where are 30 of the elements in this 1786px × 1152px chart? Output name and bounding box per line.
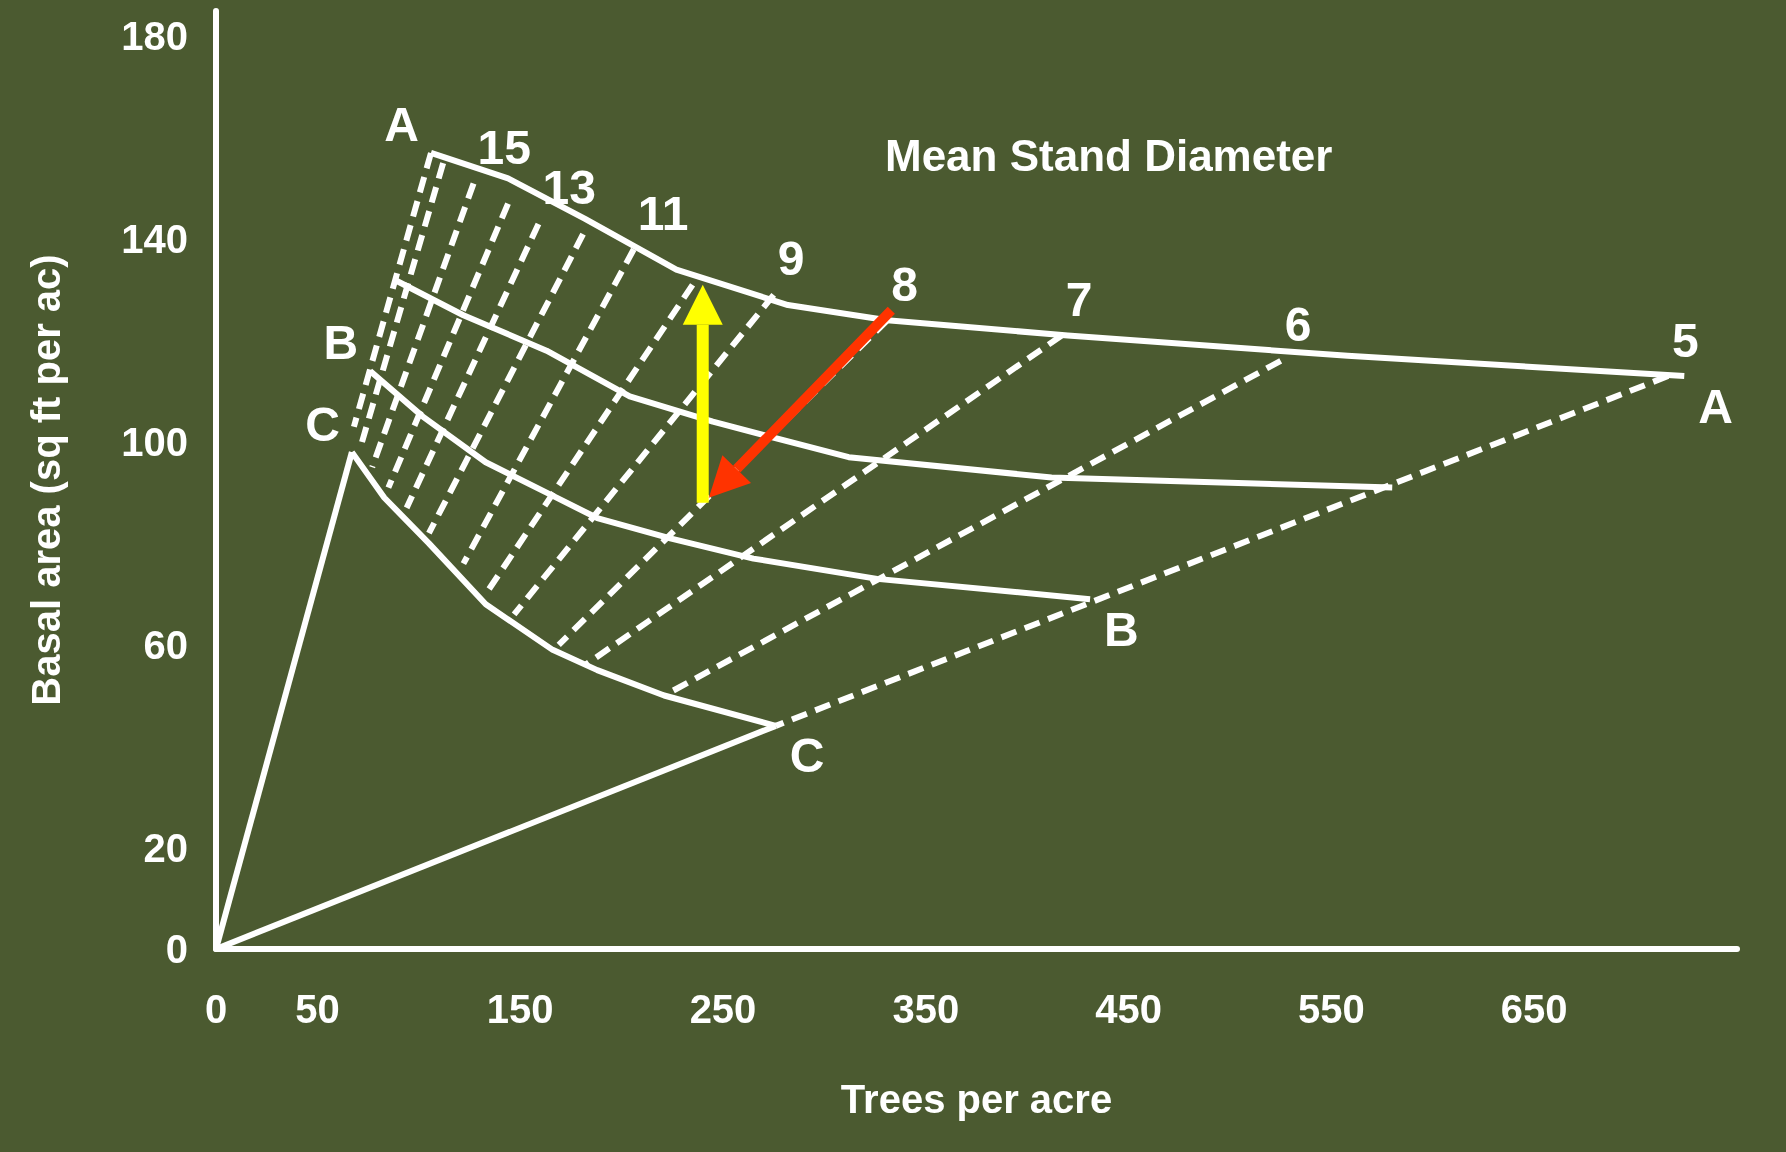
x-tick-label: 350 <box>892 987 960 1031</box>
x-tick-label: 50 <box>295 987 340 1031</box>
annotation: B <box>323 316 359 370</box>
x-tick-label: 550 <box>1298 987 1365 1031</box>
x-tick-label: 150 <box>486 987 554 1031</box>
x-tick-label: 650 <box>1500 987 1568 1031</box>
annotation: A <box>384 98 419 152</box>
x-tick-label: 450 <box>1095 987 1162 1031</box>
x-tick-label: 250 <box>689 987 757 1031</box>
annotation: Mean Stand Diameter <box>885 130 1333 180</box>
y-tick-label: 0 <box>165 927 188 971</box>
annotation: C <box>305 397 340 451</box>
annotation: 6 <box>1284 298 1312 352</box>
y-tick-label: 140 <box>121 217 188 262</box>
y-tick-label: 180 <box>121 14 188 59</box>
y-tick-label: 60 <box>143 622 188 667</box>
annotation: B <box>1104 602 1139 656</box>
annotation: 11 <box>637 186 689 240</box>
annotation: 15 <box>477 120 531 174</box>
y-axis-title: Basal area (sq ft per ac) <box>24 254 68 706</box>
annotation: 5 <box>1672 313 1699 367</box>
annotation: 8 <box>891 257 918 311</box>
annotation: A <box>1698 379 1733 433</box>
annotation: C <box>789 729 825 783</box>
annotation: 9 <box>777 232 805 286</box>
y-tick-label: 20 <box>143 825 188 870</box>
x-axis-title: Trees per acre <box>840 1077 1113 1121</box>
x-tick-label: 0 <box>204 987 228 1031</box>
y-tick-label: 100 <box>121 419 188 464</box>
annotation: 7 <box>1065 273 1093 326</box>
